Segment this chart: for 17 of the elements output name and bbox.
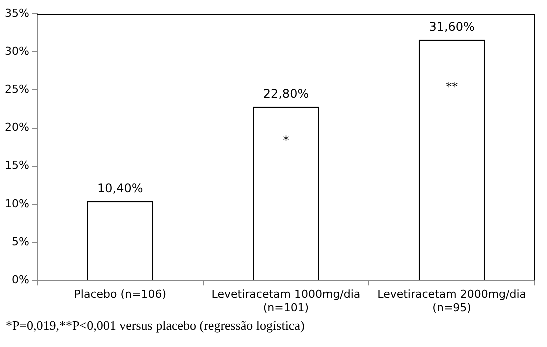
data-label: 22,80% [263,87,310,102]
data-label: 10,40% [97,182,144,196]
y-tick-label: 10% [4,197,30,210]
y-tick-label: 30% [4,44,30,58]
x-tick-label: Levetiracetam 1000mg/dia (n=101) [212,288,361,314]
data-label: 31,60% [429,20,475,34]
y-tick-label: 15% [4,159,30,172]
y-tick-label: 20% [4,121,30,134]
y-tick-label: 25% [4,83,30,96]
y-tick-label: 5% [12,235,30,248]
text: *P=0,019,**P<0,001 versus placebo (regressão logística) [6,318,306,334]
y-tick-label: 0% [12,273,30,286]
y-tick-label: 35% [4,6,30,20]
annotation: ** [446,80,458,94]
x-tick-label: Placebo (n=106) [74,288,166,302]
annotation: * [283,134,290,148]
x-tick-label: Levetiracetam 2000mg/dia (n=95) [378,288,527,314]
